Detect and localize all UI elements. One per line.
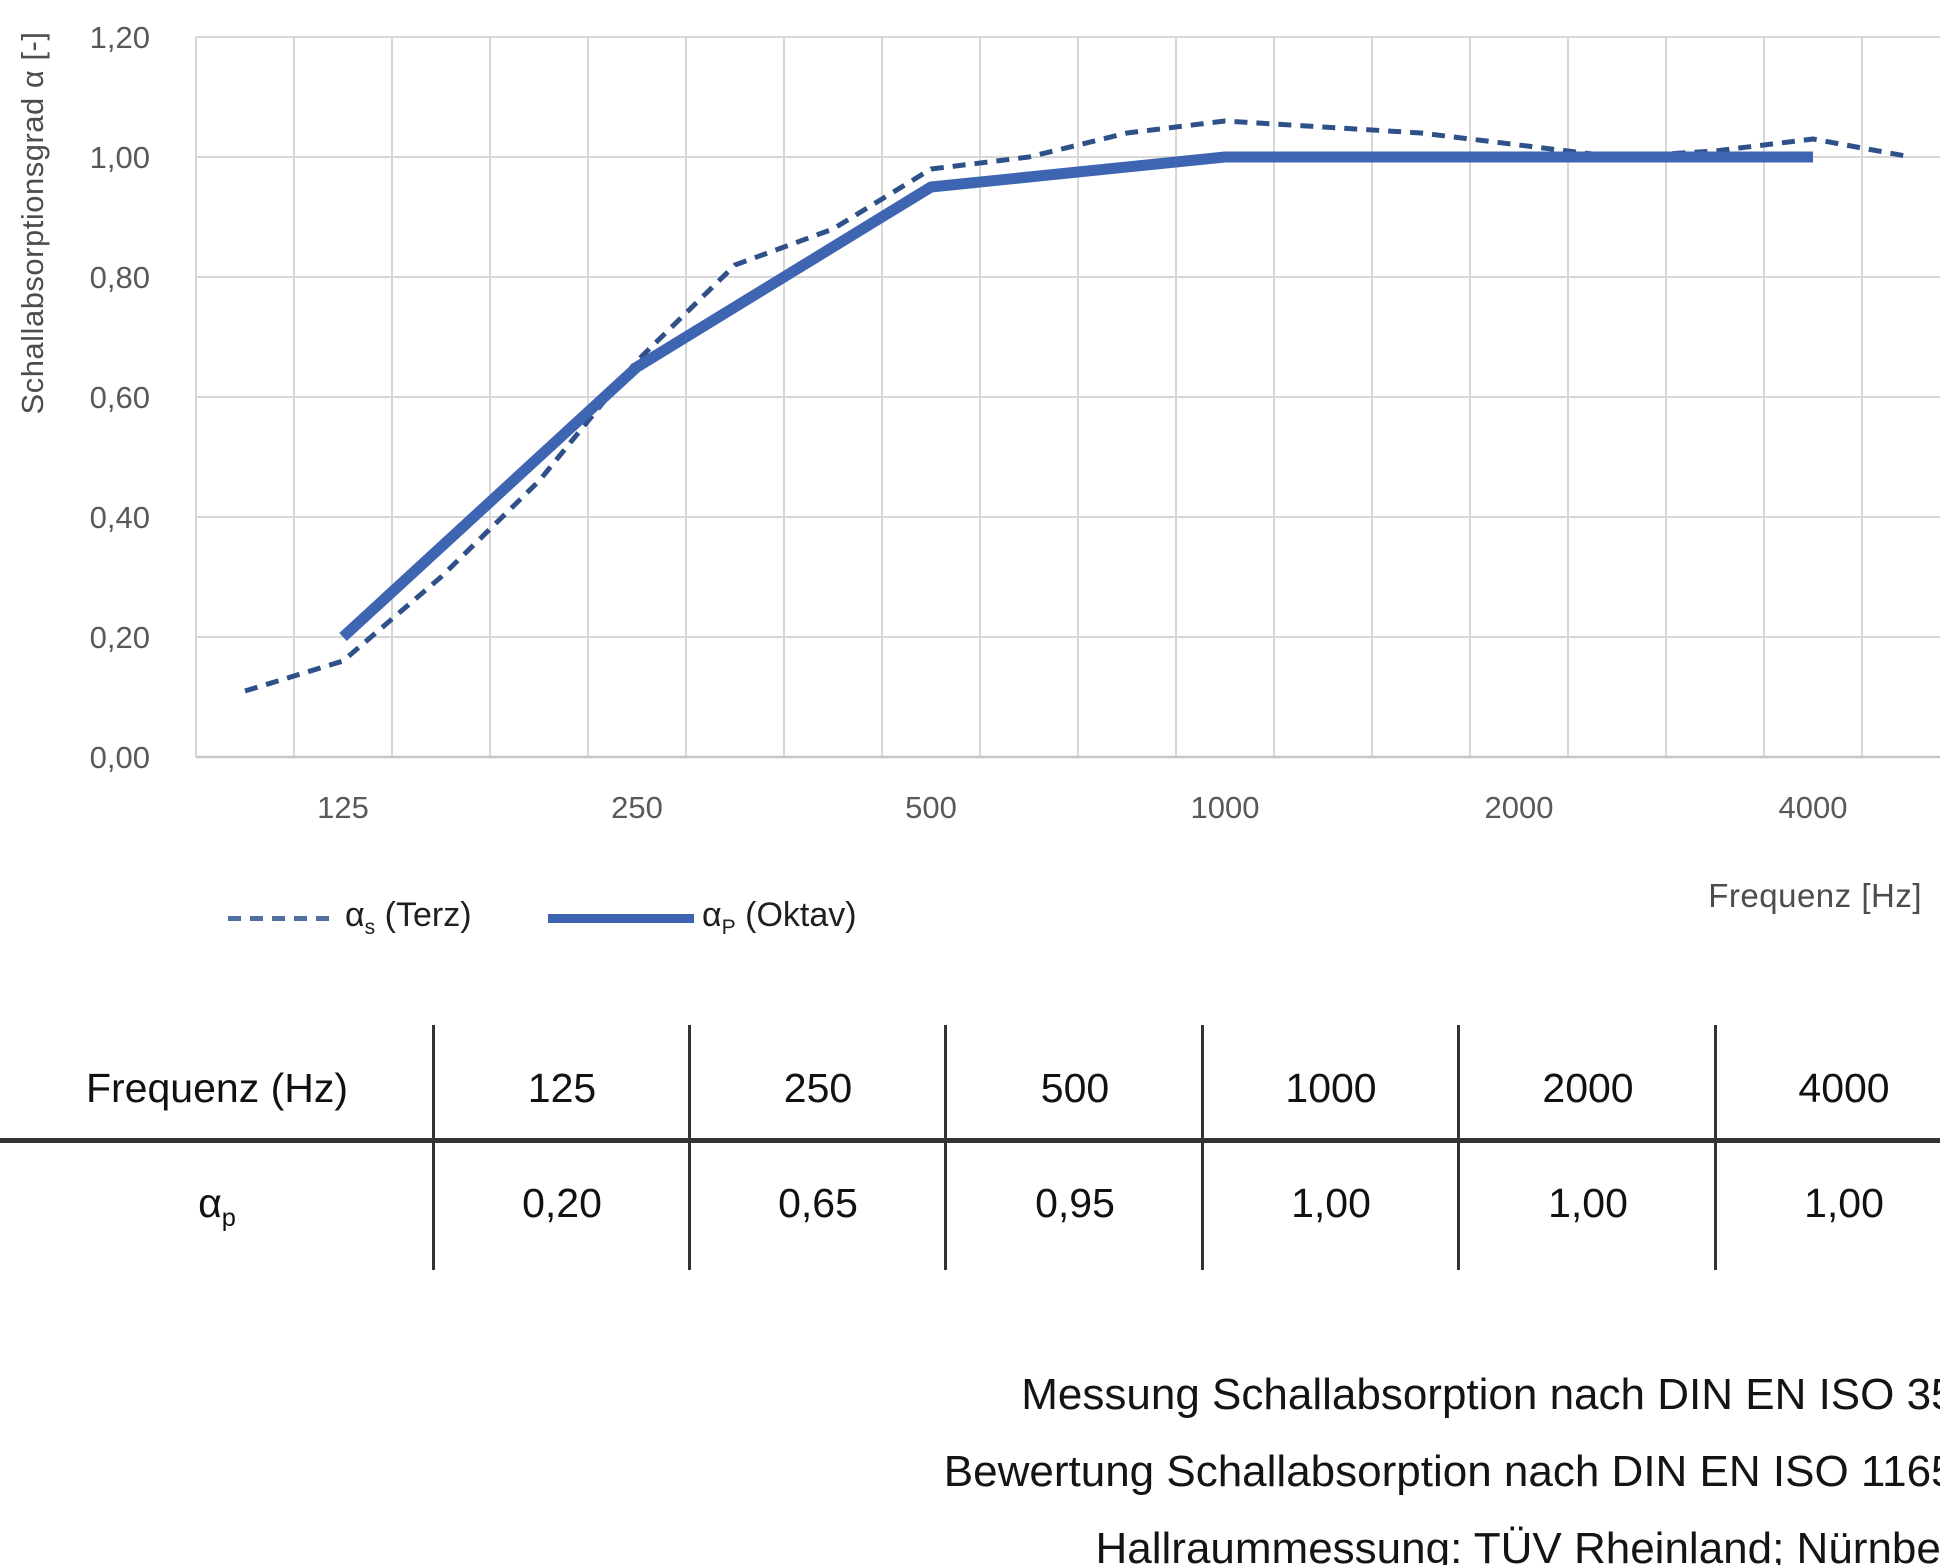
table-header-cell: 500	[1040, 1065, 1110, 1111]
table-value-row-label: αp	[198, 1180, 236, 1233]
y-axis-title: Schallabsorptionsgrad α [-]	[15, 31, 50, 415]
x-tick-label: 4000	[1778, 790, 1848, 825]
legend-label-oktav: αP (Oktav)	[702, 896, 857, 939]
table-column-line	[1201, 1025, 1204, 1270]
legend-item-terz: αs (Terz)	[228, 894, 472, 942]
table-value-cell: 1,00	[1548, 1180, 1628, 1226]
table-value-cell: 0,20	[522, 1180, 602, 1226]
table-value-cell: 0,65	[778, 1180, 858, 1226]
table-column-line	[688, 1025, 691, 1270]
table-value-cell: 1,00	[1291, 1180, 1371, 1226]
y-tick-label: 0,40	[89, 500, 150, 535]
x-tick-label: 2000	[1484, 790, 1554, 825]
table-header-cell: 1000	[1285, 1065, 1377, 1111]
footer-line: Messung Schallabsorption nach DIN EN ISO…	[1021, 1370, 1940, 1419]
table-value-cell: 1,00	[1804, 1180, 1884, 1226]
x-tick-label: 250	[611, 790, 663, 825]
footer-line: Hallraummessung: TÜV Rheinland; Nürnberg	[1095, 1524, 1940, 1565]
y-tick-label: 0,60	[89, 380, 150, 415]
x-tick-label: 500	[905, 790, 957, 825]
table-header-cell: 2000	[1542, 1065, 1634, 1111]
absorption-chart-svg	[195, 36, 1940, 759]
footer-notes: Messung Schallabsorption nach DIN EN ISO…	[0, 1356, 1940, 1565]
x-tick-label: 125	[317, 790, 369, 825]
y-tick-label: 1,20	[89, 20, 150, 55]
table-column-line	[432, 1025, 435, 1270]
table-value-cell: 0,95	[1035, 1180, 1115, 1226]
legend-label-terz: αs (Terz)	[345, 896, 472, 939]
table-divider-line	[0, 1138, 1940, 1143]
dashed-line-sample-icon	[228, 915, 330, 921]
y-tick-label: 1,00	[89, 140, 150, 175]
footer-line: Bewertung Schallabsorption nach DIN EN I…	[943, 1447, 1940, 1496]
table-header-cell: 4000	[1798, 1065, 1890, 1111]
x-axis-title: Frequenz [Hz]	[1708, 877, 1922, 914]
table-column-line	[1714, 1025, 1717, 1270]
table-column-line	[1457, 1025, 1460, 1270]
y-tick-label: 0,80	[89, 260, 150, 295]
table-row-header: Frequenz (Hz)	[85, 1065, 348, 1111]
y-tick-label: 0,00	[89, 740, 150, 775]
table-header-cell: 250	[783, 1065, 853, 1111]
y-tick-label: 0,20	[89, 620, 150, 655]
chart-legend: αs (Terz) αP (Oktav)	[0, 894, 1100, 942]
solid-line-sample-icon	[548, 913, 694, 923]
table-column-line	[944, 1025, 947, 1270]
x-tick-label: 1000	[1190, 790, 1260, 825]
table-header-cell: 125	[527, 1065, 597, 1111]
legend-item-oktav: αP (Oktav)	[548, 894, 857, 942]
